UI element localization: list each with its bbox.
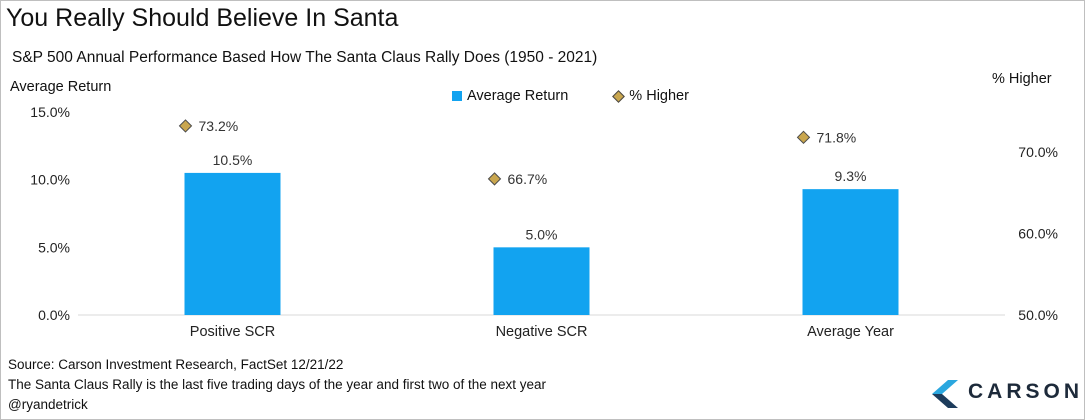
diamond-point: [178, 119, 193, 133]
diamond-point: [487, 172, 502, 186]
x-tick-label: Negative SCR: [496, 324, 588, 340]
carson-chevron-icon: [932, 380, 958, 408]
point-data-label: 73.2%: [199, 118, 239, 134]
x-tick-label: Average Year: [807, 324, 894, 340]
legend: Average Return % Higher: [452, 88, 689, 104]
y-tick-label: 5.0%: [38, 239, 70, 255]
author-handle: @ryandetrick: [8, 397, 88, 412]
x-tick-label: Positive SCR: [190, 324, 275, 340]
point-data-label: 71.8%: [817, 129, 857, 145]
bar: [184, 172, 281, 315]
legend-pct-higher: % Higher: [629, 88, 689, 104]
diamond-point: [796, 130, 811, 145]
bar: [802, 189, 899, 315]
y-tick-label: 15.0%: [30, 104, 70, 120]
y2-tick-label: 60.0%: [1018, 226, 1058, 242]
y2-tick-label: 50.0%: [1018, 307, 1058, 323]
bar-data-label: 5.0%: [526, 226, 558, 242]
carson-logo-text: CARSON: [968, 380, 1084, 403]
bar-data-label: 9.3%: [835, 168, 867, 184]
chart-title: You Really Should Believe In Santa: [6, 4, 399, 32]
legend-average-return: Average Return: [467, 88, 569, 104]
y-tick-label: 10.0%: [30, 172, 70, 188]
definition-note: The Santa Claus Rally is the last five t…: [8, 377, 547, 392]
y-tick-label: 0.0%: [38, 307, 70, 323]
point-data-label: 66.7%: [508, 171, 548, 187]
y-axis-title: Average Return: [10, 79, 112, 95]
source-note: Source: Carson Investment Research, Fact…: [8, 357, 344, 372]
y2-axis-title: % Higher: [992, 71, 1052, 87]
legend-bar-swatch: [452, 91, 462, 101]
y2-tick-label: 70.0%: [1018, 144, 1058, 160]
bar: [493, 247, 590, 315]
chart-subtitle: S&P 500 Annual Performance Based How The…: [12, 49, 598, 66]
bar-data-label: 10.5%: [213, 152, 253, 168]
carson-logo: CARSON: [928, 378, 1079, 410]
